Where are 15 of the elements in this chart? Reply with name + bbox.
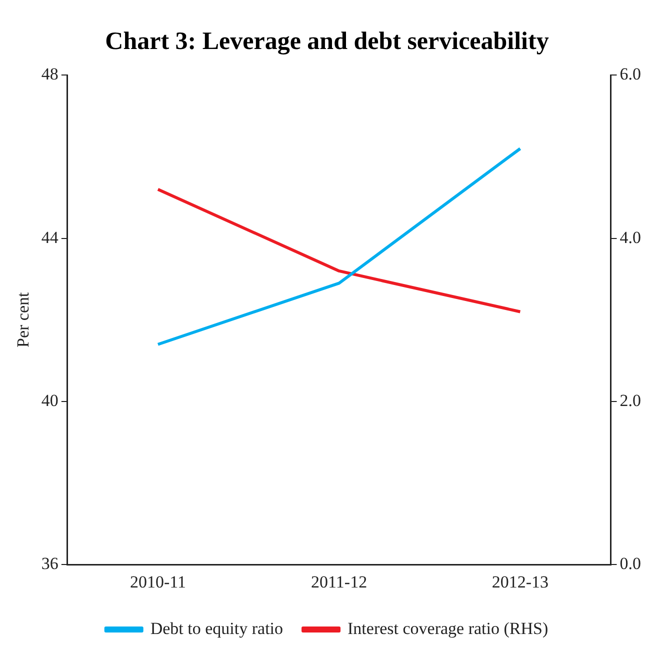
chart-title: Chart 3: Leverage and debt serviceability [104,28,550,57]
x-tick-label: 2010-11 [130,572,186,592]
y2-tick-label: 4.0 [620,228,641,247]
x-tick-label: 2011-12 [311,572,368,592]
y2-tick-label: 2.0 [620,390,641,410]
y-tick-label: 40 [41,390,58,410]
y-tick-label: 36 [41,554,58,574]
legend-label: Interest coverage ratio (RHS) [348,618,548,638]
y-axis-title: Per cent [14,292,33,348]
legend-label: Debt to equity ratio [150,618,284,638]
y-tick-label: 48 [41,64,58,84]
y2-tick-label: 0.0 [620,554,641,574]
y2-tick-label: 6.0 [620,64,641,84]
x-tick-label: 2012-13 [492,572,549,592]
y-tick-label: 44 [41,228,59,247]
